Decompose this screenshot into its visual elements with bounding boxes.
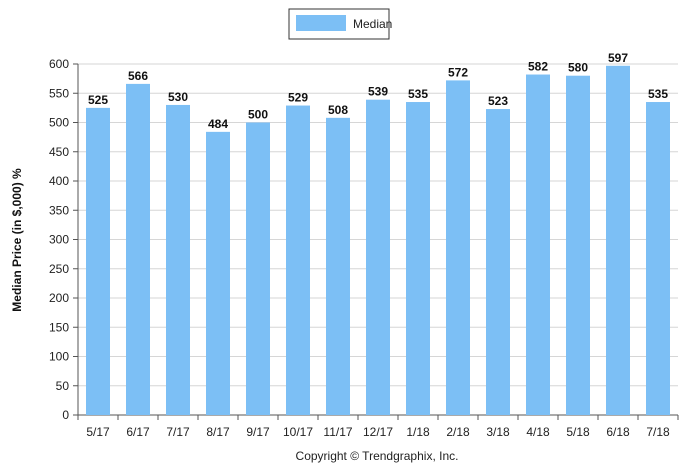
bar [166,104,190,415]
data-label: 525 [88,93,108,107]
y-tick-label: 550 [49,86,69,100]
bars [86,65,670,416]
bar [206,131,230,416]
x-tick-label: 9/17 [246,425,270,439]
data-label: 566 [128,69,148,83]
bar [326,117,350,415]
legend: Median [288,8,392,40]
bar [406,102,430,416]
data-label: 500 [248,108,268,122]
x-tick-label: 5/18 [566,425,590,439]
data-label: 484 [208,117,228,131]
x-tick-label: 3/18 [486,425,510,439]
data-label: 572 [448,65,468,79]
x-tick-label: 6/17 [126,425,150,439]
y-tick-label: 200 [49,291,69,305]
data-label: 597 [608,51,628,65]
y-tick-label: 100 [49,350,69,364]
y-tick-label: 250 [49,262,69,276]
y-tick-label: 450 [49,145,69,159]
data-label: 582 [528,60,548,74]
data-label: 530 [168,90,188,104]
x-tick-label: 2/18 [446,425,470,439]
legend-swatch-median [296,15,346,31]
y-tick-label: 350 [49,203,69,217]
x-tick-label: 8/17 [206,425,230,439]
y-tick-label: 300 [49,233,69,247]
legend-label-median: Median [353,17,392,31]
x-tick-label: 11/17 [323,425,352,439]
data-label: 523 [488,94,508,108]
copyright-text: Copyright © Trendgraphix, Inc. [296,449,459,463]
x-tick-label: 7/17 [166,425,190,439]
y-tick-label: 0 [62,408,69,422]
y-tick-label: 500 [49,116,69,130]
y-axis-title: Median Price (in $,000) % [10,168,24,312]
x-tick-label: 6/18 [606,425,630,439]
data-label: 535 [408,87,428,101]
bar [366,99,390,415]
data-label: 539 [368,85,388,99]
data-label: 580 [568,61,588,75]
y-tick-label: 600 [49,57,69,71]
bar [646,102,670,416]
x-tick-label: 5/17 [86,425,110,439]
data-label: 535 [648,87,668,101]
y-tick-label: 150 [49,320,69,334]
bar [606,65,630,415]
y-tick-label: 50 [56,379,70,393]
y-axis-ticks: 0 50 100 150 200 250 300 350 400 450 500 550 600 [49,57,78,422]
x-tick-label: 7/18 [646,425,670,439]
bar [486,109,510,416]
x-tick-label: 1/18 [406,425,430,439]
x-tick-label: 10/17 [283,425,313,439]
bar [126,83,150,415]
bar [286,105,310,415]
bar [526,74,550,415]
data-label: 508 [328,103,348,117]
bar [446,80,470,415]
data-label: 529 [288,91,308,105]
x-tick-label: 4/18 [526,425,550,439]
x-axis-ticks: 5/17 6/17 7/17 8/17 9/17 10/17 11/17 12/17 1/18 2… [77,415,679,439]
x-tick-label: 12/17 [363,425,393,439]
data-labels: 525 566 530 484 500 529 508 539 535 572 523 582 580 5… [88,51,668,131]
bar [246,122,270,415]
bar [566,75,590,415]
bar [86,107,110,415]
y-tick-label: 400 [49,174,69,188]
